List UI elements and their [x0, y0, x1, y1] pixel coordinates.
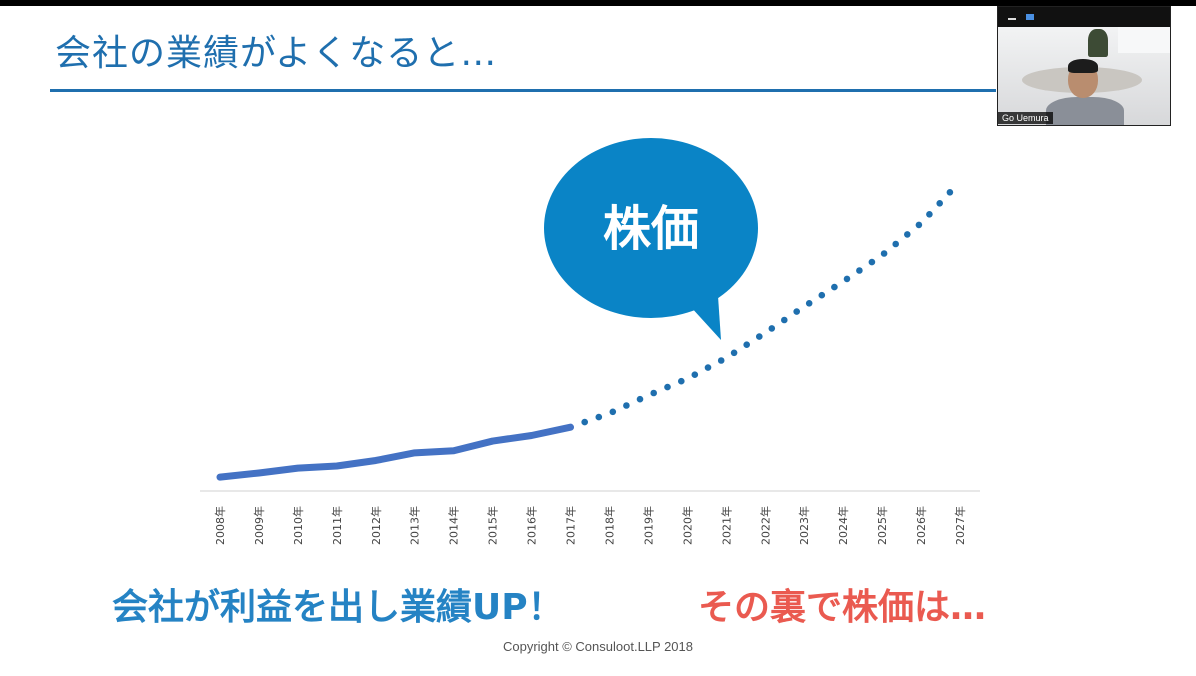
- x-tick-label: 2015年: [486, 506, 500, 545]
- dotted-point: [717, 357, 725, 364]
- video-header-bar: [998, 7, 1170, 27]
- x-tick-label: 2013年: [408, 506, 422, 545]
- dotted-point: [756, 333, 763, 340]
- x-tick-label: 2011年: [330, 506, 344, 545]
- slide-title: 会社の業績がよくなると…: [55, 33, 498, 74]
- video-person-body: [1046, 97, 1124, 125]
- x-tick-label: 2018年: [602, 506, 616, 545]
- minimize-icon[interactable]: [1008, 18, 1016, 20]
- video-window: [1118, 27, 1170, 53]
- dotted-point: [595, 413, 603, 421]
- series-dotted-line: [581, 189, 954, 426]
- dotted-point: [880, 250, 888, 257]
- dotted-point: [781, 316, 788, 324]
- bubble-label: 株価: [603, 201, 699, 257]
- x-tick-label: 2012年: [369, 506, 383, 545]
- speech-bubble: 株価: [544, 138, 758, 340]
- x-tick-label: 2010年: [291, 506, 305, 545]
- x-tick-label: 2025年: [875, 506, 889, 545]
- title-divider: [50, 89, 996, 92]
- video-person-hair: [1068, 59, 1098, 73]
- dotted-point: [915, 221, 923, 229]
- dotted-point: [743, 341, 750, 349]
- dotted-point: [678, 377, 685, 385]
- caption-stock-price: その裏で株価は…: [698, 587, 987, 628]
- x-tick-label: 2016年: [525, 506, 539, 545]
- x-axis-ticks: 2008年 2009年 2010年 2011年 2012年 2013年 2014年 2015年…: [213, 506, 967, 545]
- x-tick-label: 2023年: [797, 506, 811, 545]
- dotted-point: [691, 371, 699, 379]
- copyright-text: Copyright © Consuloot.LLP 2018: [502, 639, 694, 654]
- dotted-point: [730, 349, 738, 357]
- dotted-point: [793, 308, 800, 315]
- dotted-point: [636, 395, 644, 403]
- x-tick-label: 2014年: [447, 506, 461, 545]
- x-tick-label: 2017年: [564, 506, 578, 545]
- x-tick-label: 2024年: [836, 506, 850, 545]
- bubble-body: [544, 138, 758, 318]
- x-tick-label: 2009年: [252, 506, 266, 545]
- x-tick-label: 2026年: [914, 506, 928, 545]
- top-bar: [0, 0, 1196, 6]
- x-tick-label: 2021年: [719, 506, 733, 545]
- dotted-point: [768, 325, 776, 332]
- dotted-point: [856, 267, 863, 274]
- dotted-point: [805, 300, 813, 307]
- dotted-point: [868, 258, 876, 266]
- x-tick-label: 2008年: [213, 506, 227, 545]
- dotted-point: [892, 240, 899, 248]
- dotted-point: [609, 408, 617, 416]
- caption-profit-up: 会社が利益を出し業績UP！: [112, 587, 564, 628]
- x-tick-label: 2020年: [680, 506, 694, 545]
- dotted-point: [650, 389, 657, 397]
- x-tick-label: 2022年: [758, 506, 772, 545]
- x-tick-label: 2027年: [953, 506, 967, 545]
- dotted-point: [831, 283, 838, 291]
- dotted-point: [581, 418, 588, 426]
- dotted-point: [936, 200, 943, 207]
- video-plant: [1088, 29, 1108, 57]
- bubble-tail: [690, 296, 721, 340]
- x-tick-label: 2019年: [641, 506, 655, 545]
- layout-icon[interactable]: [1026, 14, 1034, 20]
- dotted-point: [704, 364, 712, 371]
- dotted-point: [904, 231, 911, 238]
- dotted-point: [664, 383, 671, 391]
- series-solid-line: [216, 423, 575, 481]
- dotted-point: [926, 211, 933, 218]
- participant-name: Go Uemura: [998, 112, 1053, 124]
- dotted-point: [818, 291, 826, 299]
- dotted-point: [946, 189, 954, 196]
- participant-video[interactable]: Go Uemura: [997, 6, 1171, 126]
- dotted-point: [843, 275, 851, 283]
- dotted-point: [623, 402, 630, 409]
